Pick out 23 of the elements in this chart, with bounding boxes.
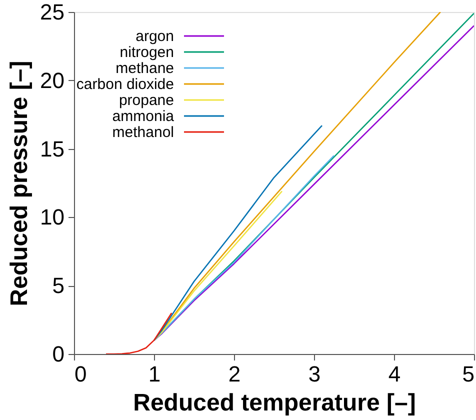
x-tick-label: 0 (74, 362, 87, 386)
legend-label: methane (116, 60, 174, 77)
y-tick-label: 0 (52, 342, 64, 366)
x-tick-label: 5 (462, 362, 474, 386)
legend-label: carbon dioxide (76, 76, 174, 93)
x-axis-title: Reduced temperature [–] (133, 390, 416, 416)
x-tick-label: 1 (148, 362, 161, 386)
x-tick-label: 4 (388, 362, 401, 386)
line-series (153, 190, 283, 341)
y-tick-label: 15 (40, 136, 64, 162)
line-series (105, 312, 172, 354)
x-tick-label: 2 (228, 362, 241, 386)
y-tick-label: 20 (40, 68, 64, 93)
legend-label: nitrogen (120, 44, 174, 61)
legend-label: methanol (112, 124, 174, 141)
y-tick-label: 25 (40, 0, 64, 24)
legend-label: ammonia (112, 108, 175, 125)
legend-label: argon (136, 28, 174, 45)
y-axis-title: Reduced pressure [–] (6, 60, 34, 306)
y-tick-label: 5 (52, 273, 64, 298)
legend-label: propane (118, 92, 174, 109)
y-tick-label: 10 (40, 204, 64, 230)
x-tick-label: 3 (308, 362, 321, 386)
